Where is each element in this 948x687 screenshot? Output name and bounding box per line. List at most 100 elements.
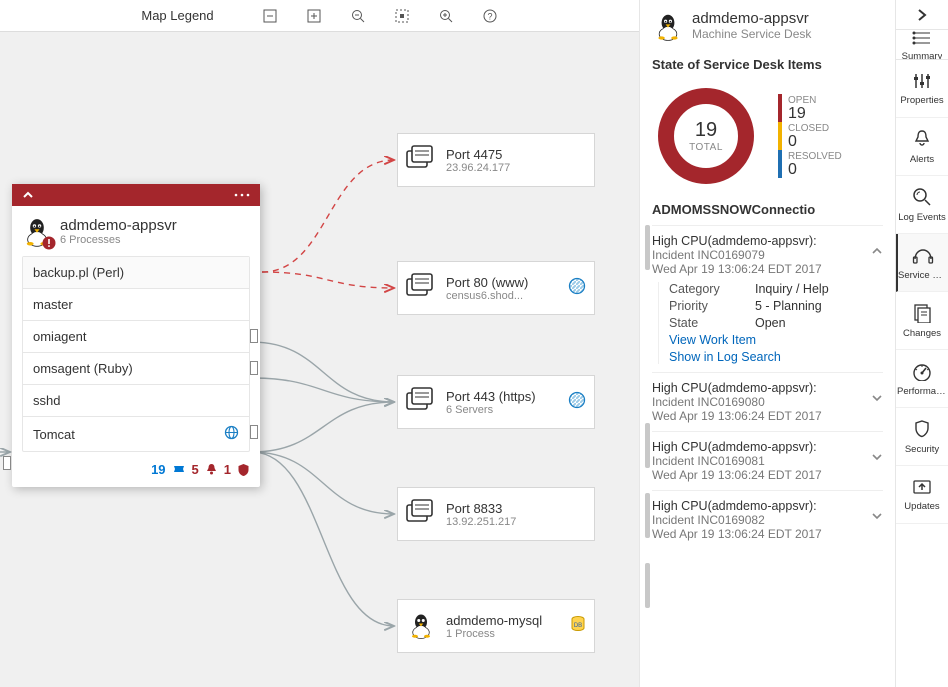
rail-item-changes[interactable]: Changes	[896, 292, 948, 350]
rail-label: Alerts	[910, 154, 934, 165]
donut-row: 19 TOTAL OPEN19CLOSED0RESOLVED0	[652, 82, 883, 190]
rail-label: Performan...	[897, 386, 947, 397]
connection-handle-right[interactable]	[250, 425, 258, 439]
process-row[interactable]: sshd	[23, 384, 249, 416]
machine-node-header[interactable]	[12, 184, 260, 206]
detail-value: Inquiry / Help	[755, 282, 829, 296]
donut-total-label: TOTAL	[689, 142, 723, 153]
node-subtitle: 6 Servers	[446, 404, 536, 416]
dependency-edge	[252, 378, 394, 402]
connection-handle-right[interactable]	[250, 329, 258, 343]
incident-link[interactable]: View Work Item	[669, 333, 883, 347]
server-stack-icon	[406, 272, 438, 304]
process-row[interactable]: backup.pl (Perl)	[23, 257, 249, 288]
updates-icon	[912, 478, 932, 499]
rail-item-shield[interactable]: Security	[896, 408, 948, 466]
server-stack-icon	[406, 498, 438, 530]
incident-link[interactable]: Show in Log Search	[669, 350, 883, 364]
expand-icon[interactable]	[306, 8, 322, 24]
node-subtitle: 1 Process	[446, 628, 542, 640]
port-node[interactable]: Port 883313.92.251.217	[397, 487, 595, 541]
chevron-down-icon[interactable]	[871, 509, 883, 527]
map-legend-label[interactable]: Map Legend	[141, 8, 213, 23]
rail-item-perf[interactable]: Performan...	[896, 350, 948, 408]
count-value: 0	[788, 162, 842, 178]
shield-icon	[913, 419, 931, 442]
zoom-out-icon[interactable]	[350, 8, 366, 24]
rail-item-properties[interactable]: Properties	[896, 60, 948, 118]
rail-item-helpdesk[interactable]: Service Desk	[896, 234, 948, 292]
incident-title: High CPU(admdemo-appsvr):	[652, 440, 883, 454]
server-stack-icon	[406, 386, 438, 418]
linux-icon	[406, 610, 438, 642]
chevron-up-icon[interactable]	[871, 244, 883, 262]
process-row[interactable]: master	[23, 288, 249, 320]
rail-item-summary[interactable]: Summary	[896, 30, 948, 60]
incident-item[interactable]: High CPU(admdemo-appsvr):Incident INC016…	[652, 490, 883, 549]
dependency-edge	[262, 160, 394, 272]
process-label: omsagent (Ruby)	[33, 361, 133, 376]
machine-target-node[interactable]: admdemo-mysql1 ProcessDB	[397, 599, 595, 653]
chevron-up-icon[interactable]	[22, 189, 34, 201]
node-title: Port 443 (https)	[446, 389, 536, 404]
scroll-indicator[interactable]	[645, 225, 650, 270]
port-node[interactable]: Port 443 (https)6 Servers	[397, 375, 595, 429]
fit-icon[interactable]	[394, 8, 410, 24]
shield-count: 1	[224, 462, 231, 477]
count-label: OPEN	[788, 95, 816, 106]
process-label: sshd	[33, 393, 60, 408]
detail-value: 5 - Planning	[755, 299, 822, 313]
perf-icon	[911, 361, 933, 384]
scroll-indicator[interactable]	[645, 493, 650, 538]
connection-handle-left[interactable]	[3, 456, 11, 470]
connection-handle-right[interactable]	[250, 361, 258, 375]
rail-item-bell[interactable]: Alerts	[896, 118, 948, 176]
incident-details: CategoryInquiry / HelpPriority5 - Planni…	[658, 282, 883, 364]
donut-counts: OPEN19CLOSED0RESOLVED0	[778, 94, 842, 178]
machine-node[interactable]: admdemo-appsvr 6 Processes backup.pl (Pe…	[12, 184, 260, 487]
incident-item[interactable]: High CPU(admdemo-appsvr):Incident INC016…	[652, 225, 883, 372]
rail-collapse-button[interactable]	[896, 0, 948, 30]
port-node[interactable]: Port 80 (www)census6.shod...	[397, 261, 595, 315]
process-row[interactable]: omsagent (Ruby)	[23, 352, 249, 384]
bell-solid-icon	[205, 463, 218, 476]
server-stack-icon	[406, 144, 438, 176]
linux-icon	[652, 10, 684, 47]
node-title: Port 4475	[446, 147, 510, 162]
rail-label: Changes	[903, 328, 941, 339]
incident-item[interactable]: High CPU(admdemo-appsvr):Incident INC016…	[652, 431, 883, 490]
dependency-edge	[262, 272, 394, 288]
port-node[interactable]: Port 447523.96.24.177	[397, 133, 595, 187]
rail-item-updates[interactable]: Updates	[896, 466, 948, 524]
globe-icon	[568, 391, 586, 414]
collapse-icon[interactable]	[262, 8, 278, 24]
incident-timestamp: Wed Apr 19 13:06:24 EDT 2017	[652, 468, 883, 482]
scroll-indicator[interactable]	[645, 423, 650, 468]
chevron-down-icon[interactable]	[871, 391, 883, 409]
incident-timestamp: Wed Apr 19 13:06:24 EDT 2017	[652, 262, 883, 276]
zoom-in-icon[interactable]	[438, 8, 454, 24]
process-row[interactable]: Tomcat	[23, 416, 249, 451]
node-subtitle: 23.96.24.177	[446, 162, 510, 174]
bell-icon	[913, 129, 931, 152]
process-row[interactable]: omiagent	[23, 320, 249, 352]
scroll-indicator[interactable]	[645, 563, 650, 608]
more-icon[interactable]	[234, 192, 250, 198]
incident-id: Incident INC0169082	[652, 513, 883, 527]
chevron-down-icon[interactable]	[871, 450, 883, 468]
rail-label: Log Events	[898, 212, 946, 223]
map-canvas[interactable]: admdemo-appsvr 6 Processes backup.pl (Pe…	[0, 32, 639, 687]
svg-text:DB: DB	[574, 623, 582, 629]
help-icon[interactable]: ?	[482, 8, 498, 24]
node-subtitle: 13.92.251.217	[446, 516, 516, 528]
database-icon: DB	[570, 615, 586, 638]
count-label: RESOLVED	[788, 151, 842, 162]
rail-label: Updates	[904, 501, 939, 512]
rail-label: Summary	[902, 51, 943, 59]
node-subtitle: census6.shod...	[446, 290, 528, 302]
chevron-right-icon	[915, 8, 929, 22]
incident-item[interactable]: High CPU(admdemo-appsvr):Incident INC016…	[652, 372, 883, 431]
rail-item-search[interactable]: Log Events	[896, 176, 948, 234]
search-icon	[912, 187, 932, 210]
rail-label: Service Desk	[898, 270, 948, 281]
